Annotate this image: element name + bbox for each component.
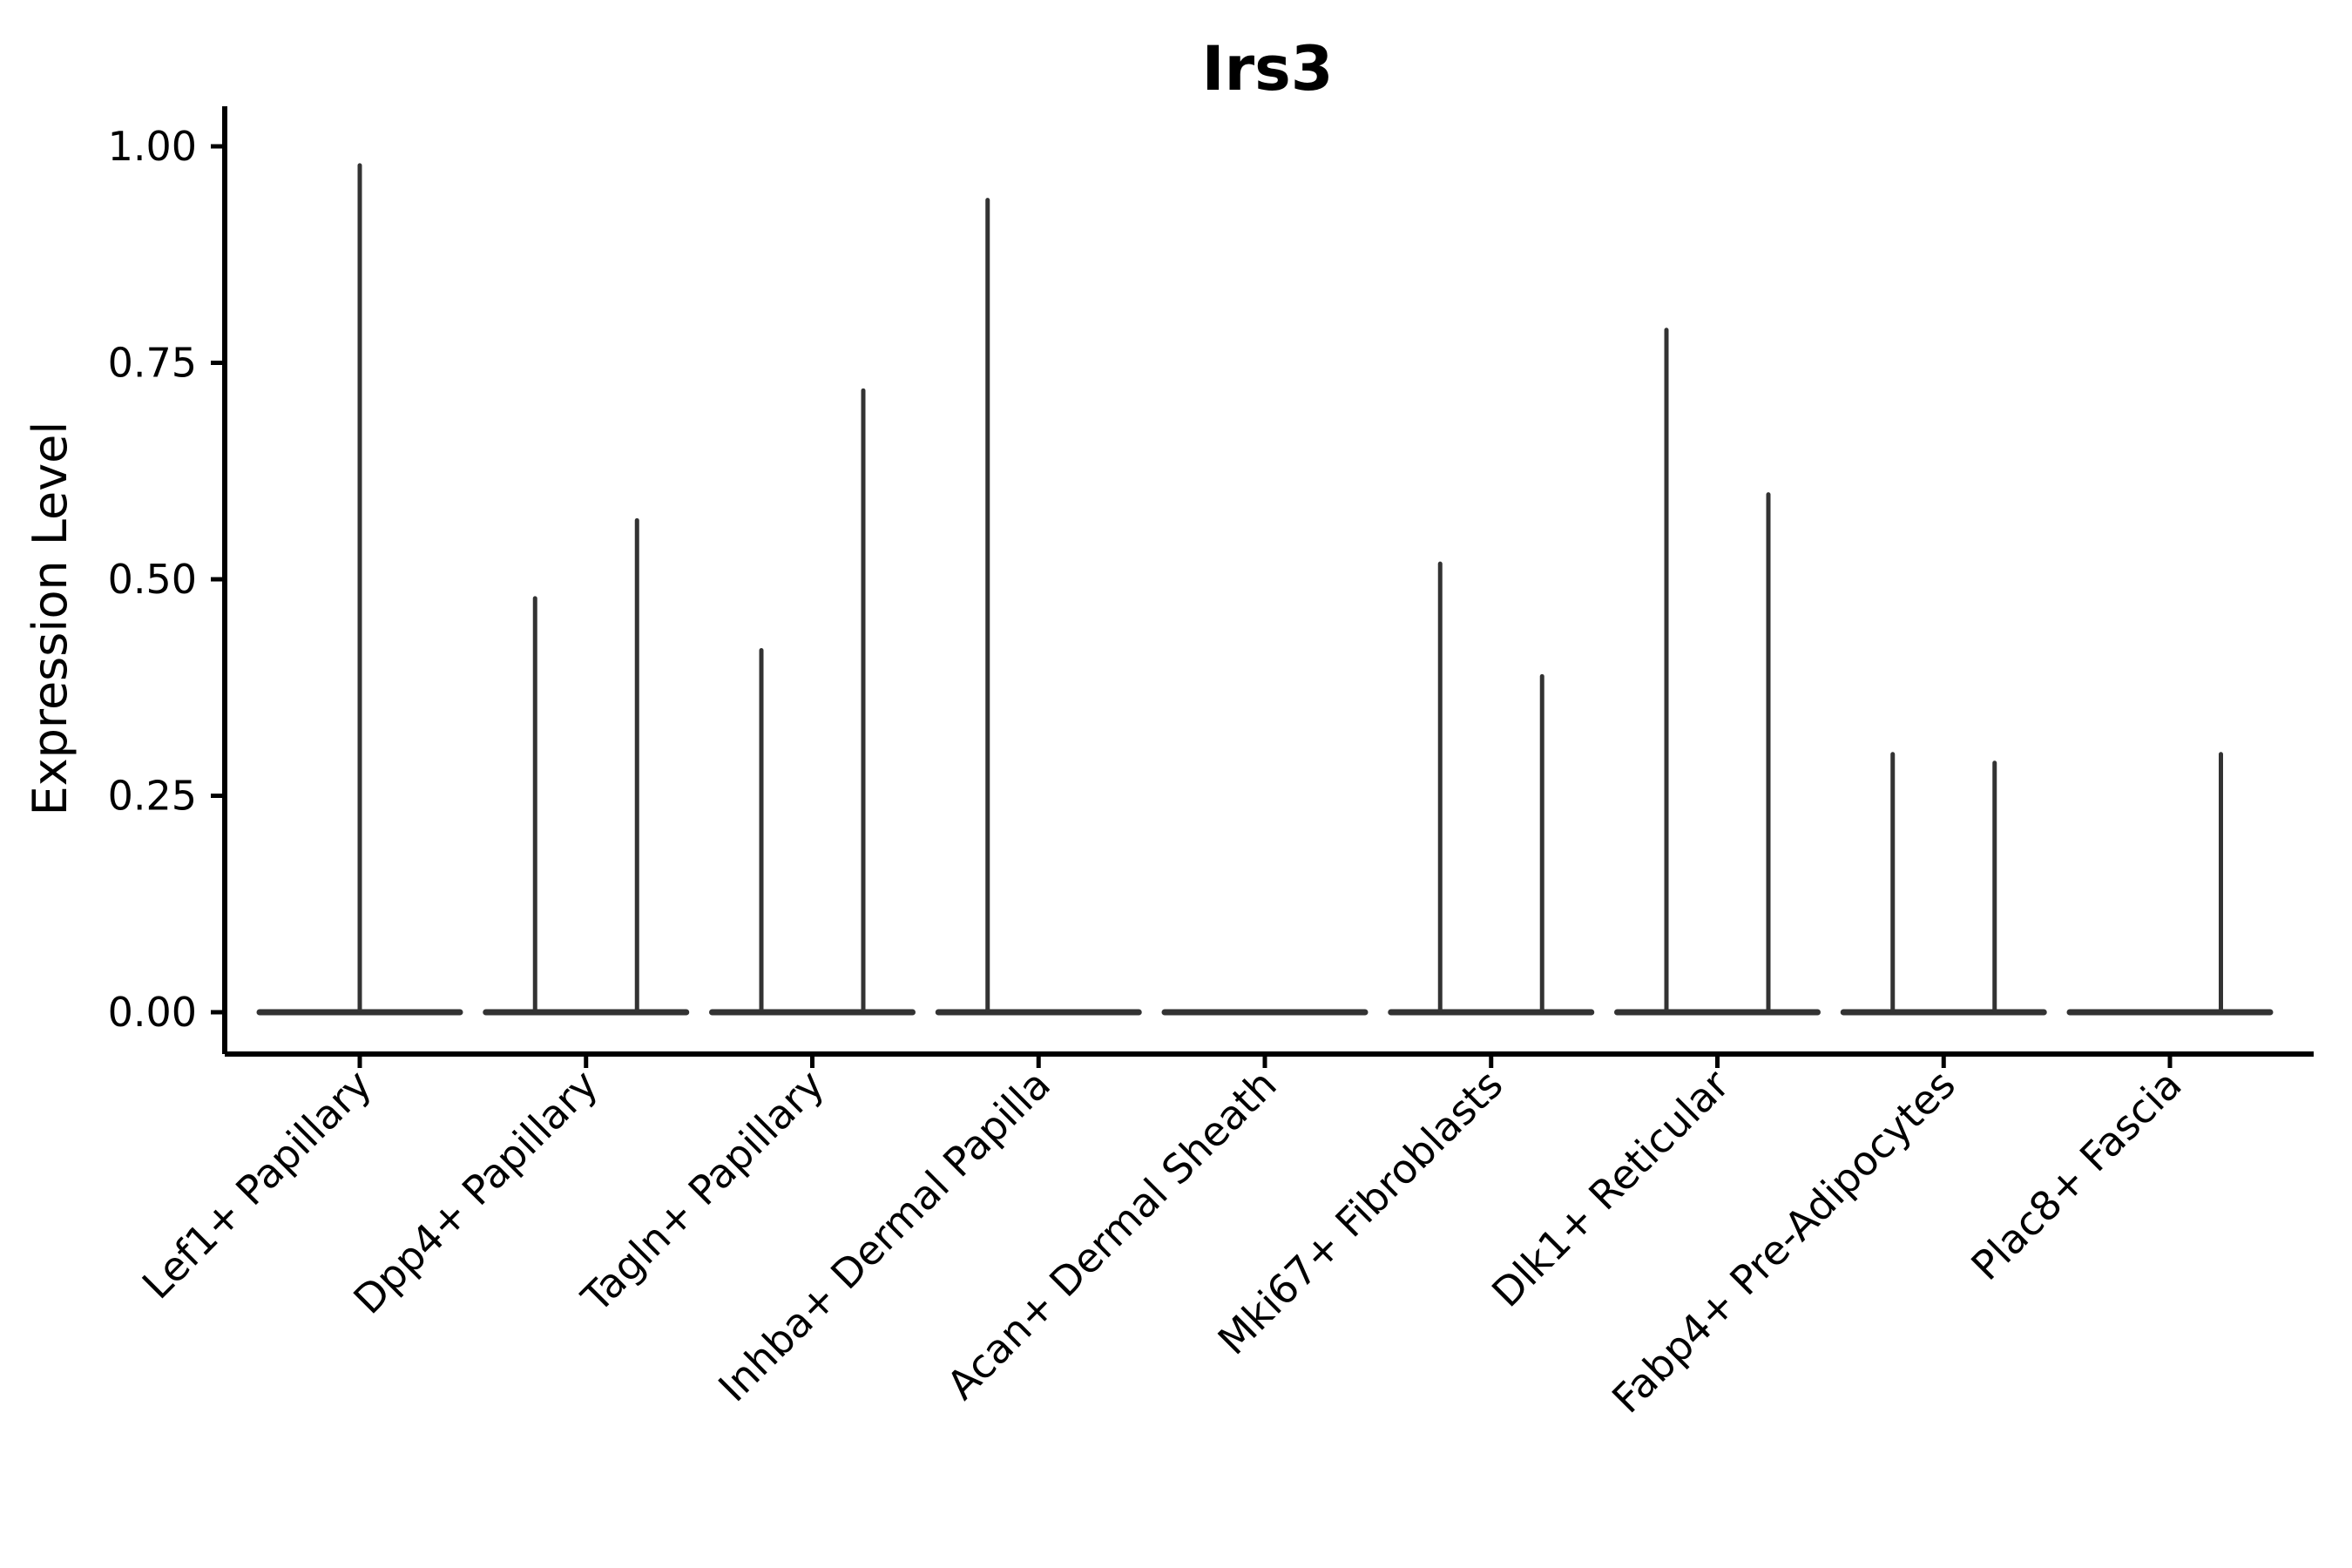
x-category-label: Tagln+ Papillary xyxy=(572,1061,834,1322)
y-tick-label: 0.25 xyxy=(108,773,197,820)
x-category-label: Dlk1+ Reticular xyxy=(1483,1061,1738,1316)
y-tick-label: 0.50 xyxy=(108,556,197,603)
y-tick-label: 0.00 xyxy=(108,989,197,1036)
x-category-label: Plac8+ Fascia xyxy=(1962,1061,2190,1289)
y-tick-label: 1.00 xyxy=(108,123,197,170)
chart-title: Irs3 xyxy=(1202,33,1334,105)
violin-layer xyxy=(256,163,2274,1016)
tick-label-layer: 1.00 0.75 0.50 0.25 0.00 Lef1+ PapillaryDpp4+… xyxy=(108,123,2191,1423)
y-axis-title: Expression Level xyxy=(23,422,78,816)
x-category-label: Dpp4+ Papillary xyxy=(344,1061,606,1323)
axes-layer xyxy=(211,106,2314,1068)
y-tick-label: 0.75 xyxy=(108,340,197,387)
x-category-label: Lef1+ Papillary xyxy=(133,1061,381,1308)
